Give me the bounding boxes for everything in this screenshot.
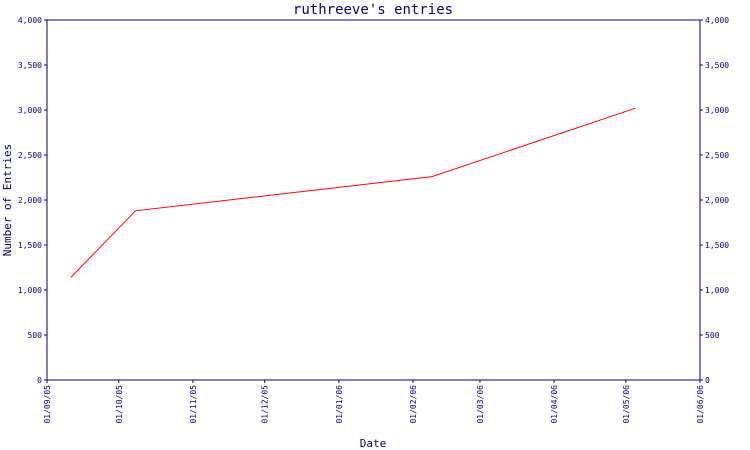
y-tick-label-right: 4,000	[705, 16, 729, 25]
y-tick-label-right: 2,000	[705, 196, 729, 205]
y-tick-label-right: 3,500	[705, 61, 729, 70]
x-tick-label: 01/01/06	[335, 385, 344, 424]
plot-frame	[46, 19, 701, 381]
x-axis: 01/09/05 01/10/05 01/11/05 01/12/05 01/01/06…	[43, 380, 705, 424]
y-tick-label-left: 1,500	[18, 241, 42, 250]
y-tick-label-left: 3,500	[18, 61, 42, 70]
x-tick-label: 01/06/06	[696, 385, 705, 424]
y-tick-label-left: 2,500	[18, 151, 42, 160]
y-tick-label-left: 2,000	[18, 196, 42, 205]
plot-border	[46, 19, 701, 381]
y-tick-label-left: 0	[37, 376, 42, 385]
x-axis-label: Date	[360, 437, 387, 450]
x-tick-label: 01/09/05	[43, 385, 52, 424]
y-axis-label: Number of Entries	[1, 144, 14, 257]
y-tick-label-left: 1,000	[18, 286, 42, 295]
y-tick-label-right: 3,000	[705, 106, 729, 115]
x-tick-label: 01/02/06	[409, 385, 418, 424]
x-tick-label: 01/05/06	[622, 385, 631, 424]
y-tick-label-right: 1,000	[705, 286, 729, 295]
y-tick-label-left: 4,000	[18, 16, 42, 25]
chart-title: ruthreeve's entries	[293, 2, 453, 18]
y-axis-left: 0 500 1,000 1,500 2,000 2,500 3,000 3,500 4,000	[18, 16, 47, 385]
y-tick-label-right: 500	[705, 331, 720, 340]
x-tick-label: 01/12/05	[261, 385, 270, 424]
y-axis-right: 0 500 1,000 1,500 2,000 2,500 3,000 3,500 4,000	[700, 16, 729, 385]
series-layer	[70, 107, 636, 278]
y-tick-label-right: 2,500	[705, 151, 729, 160]
series-line	[70, 107, 636, 278]
y-tick-label-left: 3,000	[18, 106, 42, 115]
x-tick-label: 01/03/06	[476, 385, 485, 424]
y-tick-label-right: 1,500	[705, 241, 729, 250]
x-tick-label: 01/04/06	[550, 385, 559, 424]
x-tick-label: 01/11/05	[189, 385, 198, 424]
y-tick-label-right: 0	[705, 376, 710, 385]
y-tick-label-left: 500	[28, 331, 43, 340]
x-tick-label: 01/10/05	[115, 385, 124, 424]
